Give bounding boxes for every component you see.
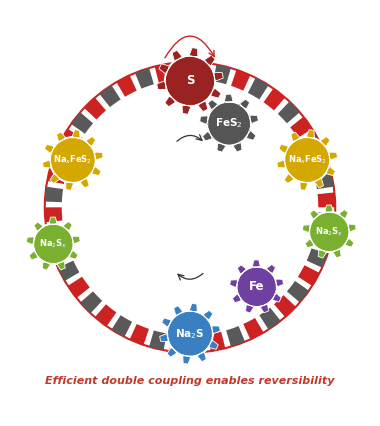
Text: Na$_2$S$_x$: Na$_2$S$_x$ (39, 238, 68, 250)
Polygon shape (190, 335, 205, 353)
Polygon shape (27, 217, 80, 270)
Polygon shape (135, 68, 154, 89)
Polygon shape (51, 244, 71, 262)
Text: Na$_2$S: Na$_2$S (175, 327, 205, 341)
Polygon shape (301, 134, 322, 154)
Polygon shape (71, 112, 93, 134)
Polygon shape (111, 315, 132, 337)
Polygon shape (175, 62, 190, 80)
Polygon shape (318, 193, 335, 207)
Polygon shape (160, 303, 220, 364)
Polygon shape (231, 70, 250, 91)
Polygon shape (130, 324, 149, 345)
Polygon shape (264, 89, 285, 110)
Polygon shape (277, 130, 337, 190)
Polygon shape (213, 64, 231, 84)
Polygon shape (60, 129, 82, 150)
Polygon shape (155, 63, 172, 83)
Text: Na$_x$FeS$_2$: Na$_x$FeS$_2$ (53, 154, 92, 166)
Polygon shape (58, 261, 79, 281)
Polygon shape (99, 85, 121, 107)
Polygon shape (314, 172, 334, 189)
Text: Na$_2$S$_x$: Na$_2$S$_x$ (315, 226, 344, 238)
Polygon shape (95, 304, 116, 326)
Polygon shape (274, 295, 296, 317)
Polygon shape (80, 291, 102, 313)
Polygon shape (157, 48, 223, 114)
Polygon shape (302, 205, 356, 258)
Polygon shape (116, 75, 137, 97)
Polygon shape (248, 78, 269, 99)
Polygon shape (317, 213, 335, 228)
Polygon shape (243, 318, 264, 340)
Polygon shape (46, 226, 66, 243)
Polygon shape (208, 332, 225, 351)
Polygon shape (307, 248, 328, 268)
Polygon shape (226, 326, 245, 347)
Text: Fe: Fe (249, 280, 264, 294)
Polygon shape (313, 230, 333, 248)
Text: S: S (186, 75, 194, 87)
Polygon shape (309, 153, 329, 171)
Polygon shape (68, 276, 90, 298)
Polygon shape (45, 187, 63, 202)
Circle shape (62, 80, 318, 335)
Polygon shape (298, 265, 320, 286)
Polygon shape (195, 62, 211, 81)
Polygon shape (290, 117, 312, 138)
Polygon shape (230, 260, 283, 313)
Polygon shape (52, 147, 73, 166)
Polygon shape (43, 130, 103, 190)
Polygon shape (169, 334, 185, 352)
Polygon shape (278, 101, 300, 124)
Polygon shape (149, 331, 167, 350)
Polygon shape (200, 94, 258, 152)
Polygon shape (84, 98, 106, 120)
Polygon shape (45, 207, 62, 222)
Text: Efficient double coupling enables reversibility: Efficient double coupling enables revers… (45, 376, 335, 386)
Polygon shape (47, 167, 67, 184)
Text: FeS$_2$: FeS$_2$ (215, 117, 243, 130)
Text: Na$_x$FeS$_2$: Na$_x$FeS$_2$ (288, 154, 327, 166)
Polygon shape (287, 281, 309, 302)
Polygon shape (259, 308, 281, 330)
